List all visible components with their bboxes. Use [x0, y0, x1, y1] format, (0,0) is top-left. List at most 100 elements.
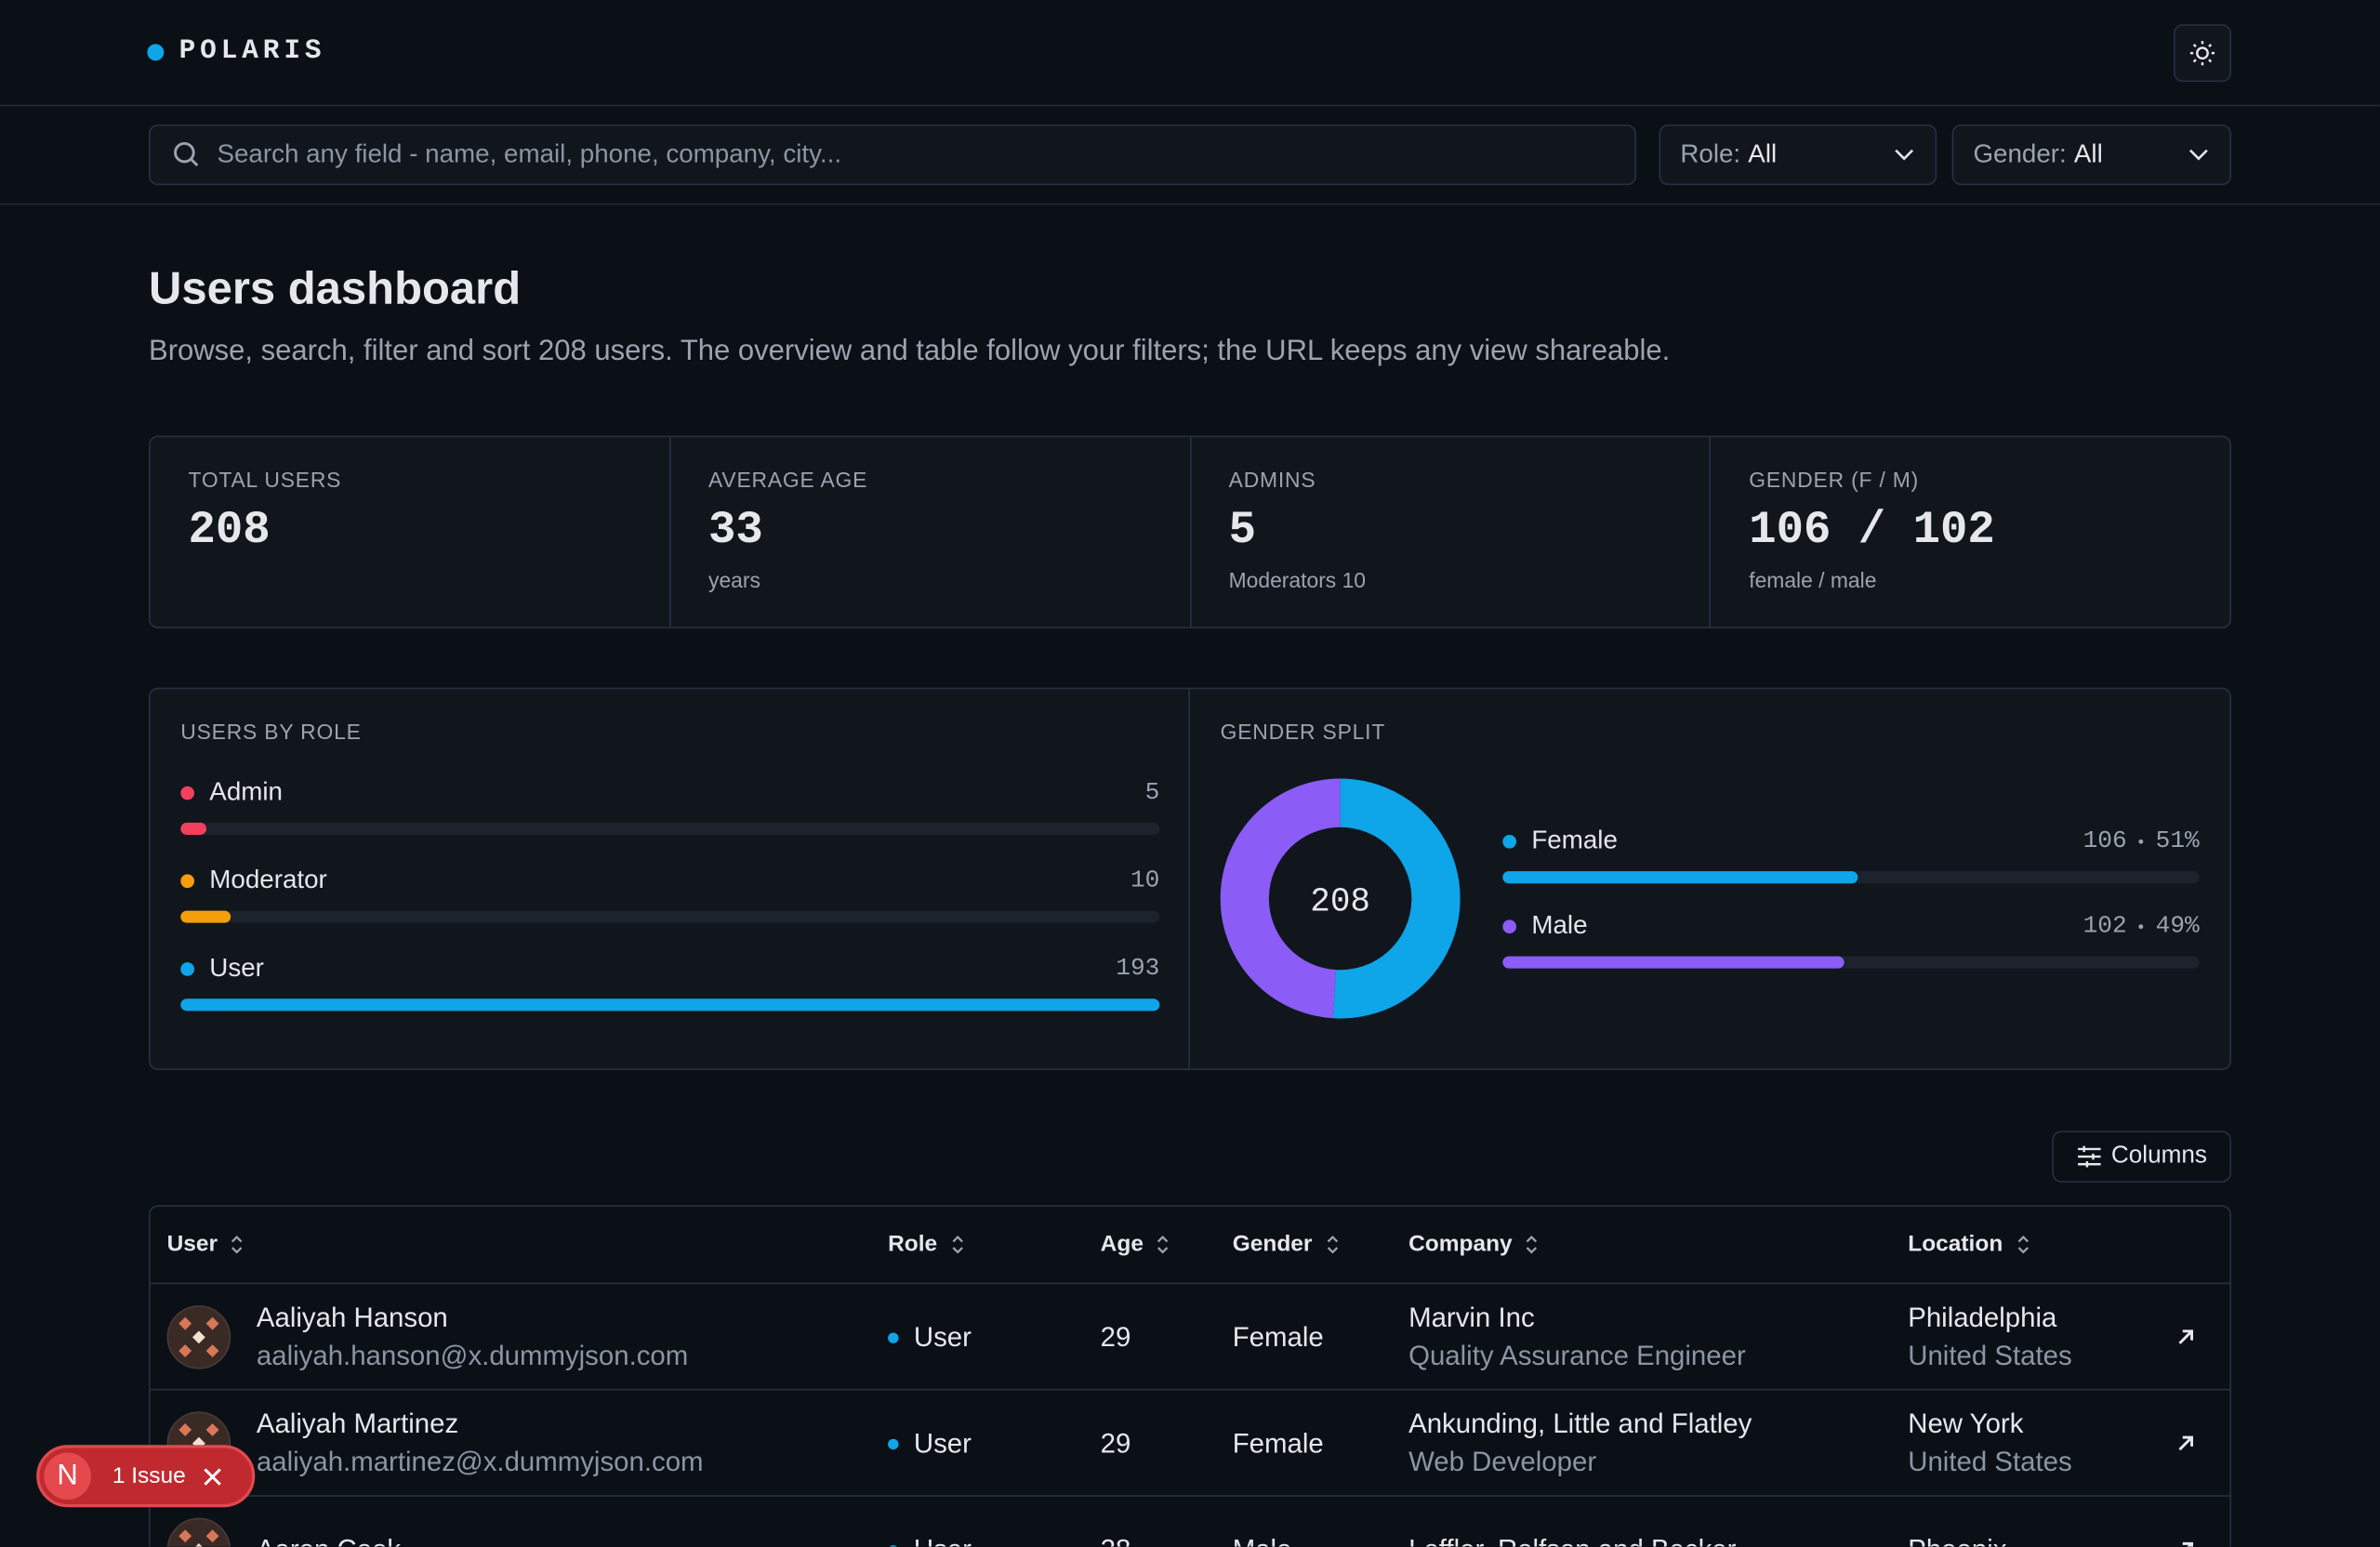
legend-dot — [180, 961, 194, 975]
brand[interactable]: POLARIS — [178, 36, 326, 67]
open-link[interactable] — [2175, 1327, 2197, 1355]
stat-note: female / male — [1749, 567, 1877, 592]
gender-text: Female — [1232, 1321, 1324, 1352]
location-cell: Phoenix — [1908, 1497, 2006, 1547]
issue-toast[interactable]: N 1 Issue — [36, 1445, 256, 1508]
gender-bar — [1502, 956, 1844, 969]
sort-icon — [2016, 1235, 2029, 1254]
user-name: Aaliyah Hanson — [256, 1302, 448, 1333]
header-label: Company — [1408, 1231, 1513, 1257]
avatar — [166, 1305, 231, 1369]
role-bar — [180, 910, 231, 923]
sort-icon — [1326, 1235, 1338, 1254]
column-header[interactable]: Location — [1908, 1207, 2030, 1283]
user-name: Aaron Cook — [257, 1534, 401, 1547]
age-cell: 29 — [1101, 1391, 1131, 1497]
gender-head: Female 106 51% — [1502, 826, 2200, 856]
donut: 208 — [1220, 778, 1461, 1019]
bar-track — [1502, 871, 2200, 884]
roles-panel: USERS BY ROLE Admin 5 Moderator 10 User 193 — [180, 719, 1160, 1012]
theme-toggle[interactable] — [2173, 24, 2231, 83]
page-title: Users dashboard — [148, 264, 522, 314]
location-cell: New York United States — [1908, 1391, 2071, 1497]
open-link[interactable] — [2175, 1540, 2197, 1547]
role-bar — [180, 998, 1160, 1012]
bar-track — [1502, 956, 2200, 969]
sort-icon — [951, 1235, 963, 1254]
user-email: aaliyah.hanson@x.dummyjson.com — [256, 1340, 689, 1371]
stat: TOTAL USERS 208 — [151, 437, 669, 627]
gender-cell: Male — [1233, 1497, 1292, 1547]
role-name: User — [209, 953, 264, 983]
charts-card: USERS BY ROLE Admin 5 Moderator 10 User 193 G… — [148, 687, 2231, 1071]
toast-avatar: N — [44, 1452, 91, 1501]
sun-icon — [2189, 41, 2215, 66]
columns-button[interactable]: Columns — [2052, 1130, 2231, 1183]
arrow-icon — [2178, 1329, 2194, 1344]
gender-legend: Female 106 51% Male 102 49% — [1502, 826, 2200, 969]
gender-count: 102 — [2082, 912, 2127, 940]
gender-text: Female — [1232, 1427, 1324, 1459]
filter-value: All — [1748, 139, 1778, 169]
separator-dot — [2138, 839, 2144, 843]
user-cell: Aaliyah Martinez aaliyah.martinez@x.dummy… — [257, 1391, 704, 1497]
filter-label: Gender: — [1973, 139, 2067, 169]
company-cell: Marvin Inc Quality Assurance Engineer — [1408, 1284, 1746, 1390]
columns-icon — [2077, 1145, 2101, 1168]
page-subtitle: Browse, search, filter and sort 208 user… — [148, 335, 1671, 368]
city: Philadelphia — [1908, 1302, 2057, 1333]
table-row: Aaron Cook User 28 Male Leffler, Rolfson and… — [150, 1495, 2230, 1547]
role-text: User — [914, 1534, 972, 1547]
gender-share: 49% — [2155, 912, 2200, 940]
header-label: Age — [1100, 1231, 1144, 1257]
gender-filter[interactable]: Gender: All — [1951, 124, 2231, 186]
close-icon[interactable] — [204, 1467, 222, 1486]
role-dot — [888, 1331, 899, 1343]
column-header[interactable]: Age — [1101, 1207, 1171, 1283]
legend-dot — [1502, 919, 1517, 933]
panel-title: USERS BY ROLE — [180, 719, 362, 744]
gender-share: 51% — [2155, 826, 2200, 855]
column-header[interactable]: Role — [888, 1207, 964, 1283]
stat-note: years — [708, 567, 760, 592]
role-cell: User — [888, 1284, 972, 1390]
job-title: Web Developer — [1408, 1446, 1597, 1477]
company-cell: Ankunding, Little and Flatley Web Develop… — [1408, 1391, 1752, 1497]
search-icon — [174, 141, 199, 166]
donut-segment — [1332, 778, 1461, 1019]
gender-cell: Female — [1233, 1284, 1324, 1390]
column-header[interactable]: Gender — [1233, 1207, 1340, 1283]
role-name: Moderator — [209, 865, 327, 894]
donut-total: 208 — [1310, 883, 1370, 921]
search-box[interactable]: Search any field - name, email, phone, c… — [148, 124, 1636, 186]
sort-icon — [231, 1235, 243, 1254]
role-count: 10 — [1130, 866, 1160, 894]
column-header[interactable]: User — [167, 1207, 245, 1283]
company-cell: Leffler, Rolfson and Becker — [1408, 1497, 1736, 1547]
open-link[interactable] — [2175, 1433, 2197, 1461]
stat-label: ADMINS — [1228, 467, 1316, 492]
user-cell: Aaron Cook — [257, 1497, 401, 1547]
age-text: 29 — [1100, 1427, 1131, 1459]
role-text: User — [913, 1427, 972, 1459]
separator-dot — [2138, 923, 2144, 929]
table-row: Aaliyah Hanson aaliyah.hanson@x.dummyjson… — [150, 1282, 2230, 1391]
button-label: Columns — [2110, 1143, 2207, 1170]
avatar — [166, 1517, 231, 1547]
arrow-icon — [2182, 1541, 2194, 1547]
role-cell: User — [888, 1391, 972, 1497]
role-count: 5 — [1144, 778, 1160, 806]
search-placeholder: Search any field - name, email, phone, c… — [217, 139, 842, 169]
column-header[interactable]: Company — [1408, 1207, 1540, 1283]
filter-label: Role: — [1680, 139, 1741, 169]
role-filter[interactable]: Role: All — [1659, 124, 1937, 186]
role-row: Moderator 10 — [180, 866, 1159, 923]
role-count: 193 — [1116, 954, 1160, 983]
stat-value: 208 — [188, 505, 271, 558]
header-label: Gender — [1232, 1231, 1313, 1257]
stat-label: GENDER (F / M) — [1749, 467, 1920, 492]
age-cell: 28 — [1101, 1497, 1131, 1547]
gender-text: Male — [1233, 1534, 1292, 1547]
